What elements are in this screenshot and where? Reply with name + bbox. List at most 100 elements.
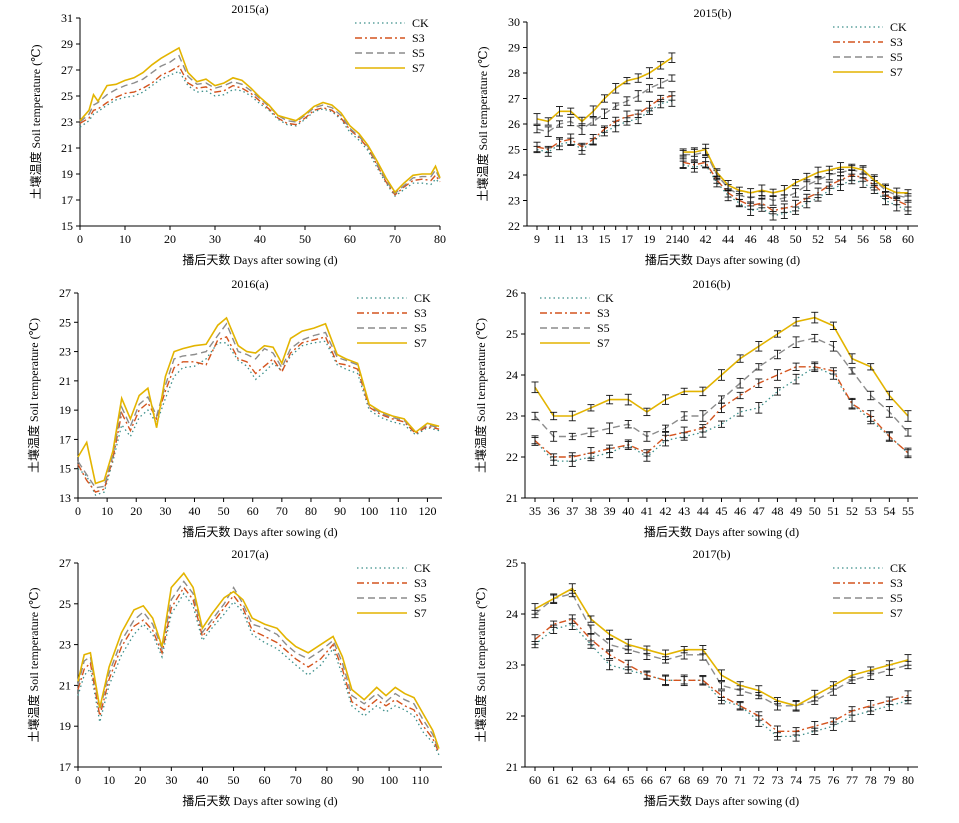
panel-p2017a: 17 19 21 23 25 27 0 10 20 30 40 50 60 70 80 90 100 110 201… <box>26 547 442 808</box>
series-line-s3 <box>79 65 441 196</box>
error-bar <box>662 649 670 661</box>
error-bar <box>837 162 845 173</box>
error-bar <box>736 702 744 710</box>
x-tick-label: 36 <box>548 504 560 518</box>
error-bar <box>690 160 698 169</box>
x-tick-label: 44 <box>697 504 709 518</box>
x-tick-label: 47 <box>753 504 765 518</box>
series-line-s7 <box>77 316 440 485</box>
y-tick-label: 21 <box>59 678 71 692</box>
series-line-s7 <box>79 46 441 194</box>
error-bar <box>811 333 819 343</box>
error-bar <box>829 341 837 352</box>
error-bar <box>567 107 575 115</box>
error-bar <box>792 336 800 348</box>
chart-title: 2017(b) <box>693 547 731 561</box>
error-bar <box>679 148 687 156</box>
panel-p2017b: 21 22 23 24 25 60 61 62 63 64 65 66 67 68 69 70 71 72 73 74… <box>473 547 918 808</box>
error-bar <box>893 187 901 199</box>
legend-label-s7: S7 <box>414 336 427 350</box>
error-bar <box>531 603 539 615</box>
error-bar <box>736 391 744 400</box>
y-tick-label: 23 <box>59 638 71 652</box>
error-bar <box>724 179 732 191</box>
error-bar <box>848 706 856 716</box>
error-bar <box>550 453 558 461</box>
error-bar <box>848 669 856 681</box>
x-tick-label: 90 <box>334 504 346 518</box>
error-bar <box>567 116 575 127</box>
x-tick-label: 21 <box>666 232 678 246</box>
error-bar <box>578 116 586 127</box>
error-bar <box>587 615 595 623</box>
error-bar <box>589 117 597 126</box>
y-tick-label: 27 <box>59 286 71 300</box>
y-tick-label: 23 <box>506 658 518 672</box>
error-bar <box>657 94 665 103</box>
x-tick-label: 58 <box>880 232 892 246</box>
panel-p2016b: 21 22 23 24 25 26 35 36 37 38 39 40 41 42 43 44 45 46 47 48… <box>473 277 918 539</box>
x-tick-label: 63 <box>585 773 597 787</box>
error-bar <box>623 96 631 106</box>
y-tick-label: 24 <box>508 168 520 182</box>
y-axis-label: 土壤温度 Soil temperature (℃) <box>28 44 43 199</box>
y-tick-label: 25 <box>59 315 71 329</box>
x-tick-label: 11 <box>554 232 566 246</box>
error-bar <box>699 424 707 433</box>
x-tick-label: 48 <box>767 232 779 246</box>
error-bar <box>643 407 651 417</box>
x-tick-label: 30 <box>159 504 171 518</box>
chart-title: 2015(a) <box>231 2 268 16</box>
error-bar <box>589 105 597 117</box>
error-bar <box>811 689 819 702</box>
error-bar <box>814 166 822 179</box>
legend-label-s7: S7 <box>597 336 610 350</box>
legend-label-s5: S5 <box>414 591 427 605</box>
error-bar <box>531 381 539 394</box>
x-tick-label: 20 <box>130 504 142 518</box>
error-bar <box>645 67 653 79</box>
error-bar <box>792 373 800 385</box>
error-bar <box>578 142 586 152</box>
chart-title: 2015(b) <box>694 6 732 20</box>
error-bar <box>811 361 819 373</box>
error-bar <box>904 189 912 197</box>
error-bar <box>829 717 837 725</box>
error-bar <box>747 188 755 198</box>
error-bar <box>643 449 651 457</box>
error-bar <box>600 108 608 120</box>
x-tick-label: 40 <box>677 232 689 246</box>
error-bar <box>668 74 676 82</box>
error-bar <box>568 452 576 462</box>
x-tick-label: 20 <box>164 232 176 246</box>
y-tick-label: 30 <box>508 15 520 29</box>
y-tick-label: 22 <box>506 709 518 723</box>
error-bar <box>544 117 552 126</box>
error-bar <box>587 404 595 412</box>
series-line-s5 <box>79 54 441 195</box>
error-bar <box>533 141 541 153</box>
error-bar <box>568 410 576 422</box>
x-tick-label: 9 <box>534 232 540 246</box>
x-tick-label: 68 <box>678 773 690 787</box>
error-bar <box>718 395 725 404</box>
error-bar <box>885 406 893 418</box>
x-tick-label: 44 <box>722 232 734 246</box>
error-bar <box>904 690 912 701</box>
error-bar <box>792 727 800 736</box>
y-tick-label: 21 <box>61 141 73 155</box>
error-bar <box>769 207 777 215</box>
x-tick-label: 80 <box>321 773 333 787</box>
error-bar <box>623 110 631 123</box>
x-tick-label: 60 <box>259 773 271 787</box>
panel-p2015b: 22 23 24 25 26 27 28 29 30 9 11 13 15 17 19 21 40 42 44 46 4… <box>475 6 918 267</box>
series-line-s5 <box>77 322 440 489</box>
y-tick-label: 25 <box>61 89 73 103</box>
error-bar <box>870 174 878 186</box>
error-bar <box>780 185 788 196</box>
error-bar <box>755 402 763 414</box>
x-tick-label: 65 <box>622 773 634 787</box>
error-bar <box>587 427 595 438</box>
error-bar <box>657 77 665 89</box>
